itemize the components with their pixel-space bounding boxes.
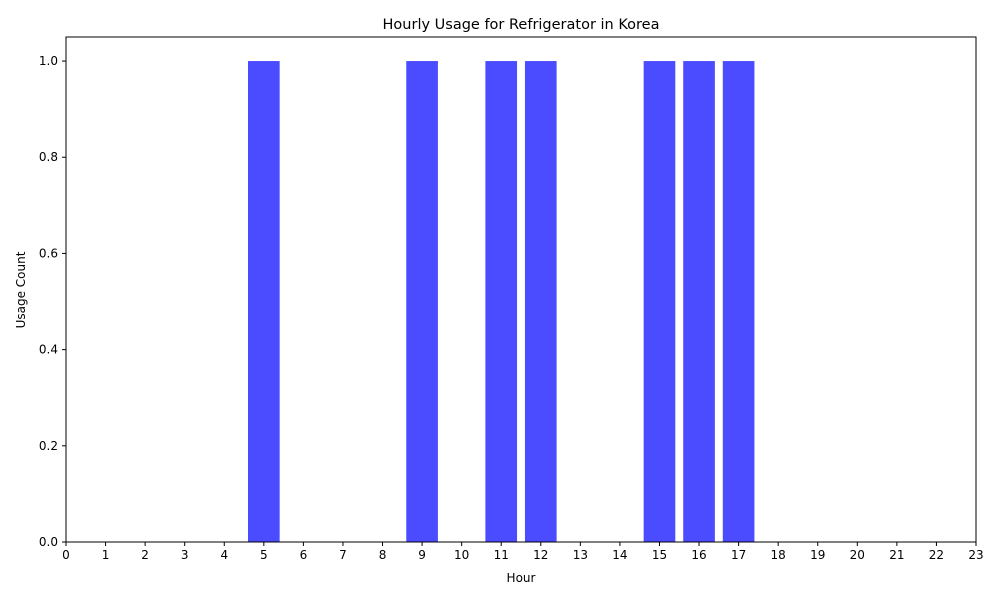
bar-hour-17 bbox=[722, 61, 755, 543]
y-tick-label: 0.4 bbox=[39, 343, 58, 357]
bar-hour-5 bbox=[248, 61, 280, 543]
x-tick-label: 0 bbox=[62, 548, 70, 562]
x-tick-label: 18 bbox=[771, 548, 786, 562]
y-tick-label: 0.2 bbox=[39, 439, 58, 453]
x-tick-label: 13 bbox=[573, 548, 588, 562]
x-tick-label: 21 bbox=[889, 548, 904, 562]
bar-hour-12 bbox=[524, 61, 557, 543]
x-axis-label: Hour bbox=[507, 571, 536, 585]
x-tick-label: 9 bbox=[418, 548, 426, 562]
bar-hour-9 bbox=[406, 61, 438, 543]
chart-title: Hourly Usage for Refrigerator in Korea bbox=[383, 17, 660, 33]
x-tick-label: 4 bbox=[220, 548, 228, 562]
y-tick-label: 0.8 bbox=[39, 150, 58, 164]
y-tick-label: 0.6 bbox=[39, 246, 58, 260]
y-tick-label: 0.0 bbox=[39, 535, 58, 549]
bars-group bbox=[248, 61, 755, 543]
x-tick-label: 7 bbox=[339, 548, 347, 562]
x-tick-label: 17 bbox=[731, 548, 746, 562]
x-tick-label: 16 bbox=[691, 548, 706, 562]
x-tick-label: 23 bbox=[968, 548, 983, 562]
x-tick-label: 11 bbox=[494, 548, 509, 562]
bar-hour-15 bbox=[643, 61, 676, 543]
x-tick-label: 5 bbox=[260, 548, 268, 562]
bar-hour-11 bbox=[485, 61, 518, 543]
y-tick-label: 1.0 bbox=[39, 54, 58, 68]
x-tick-label: 2 bbox=[141, 548, 149, 562]
x-tick-label: 8 bbox=[379, 548, 387, 562]
x-axis-ticks: 0 1 2 3 4 5 6 7 8 9 10 11 12 13 14 15 16 17 18 19 20 21 22 23 bbox=[62, 542, 984, 562]
bar-hour-16 bbox=[683, 61, 715, 543]
x-tick-label: 22 bbox=[929, 548, 944, 562]
x-tick-label: 14 bbox=[612, 548, 627, 562]
x-tick-label: 6 bbox=[300, 548, 308, 562]
y-axis-ticks: 0.0 0.2 0.4 0.6 0.8 1.0 bbox=[39, 54, 66, 549]
y-axis-label: Usage Count bbox=[14, 251, 28, 328]
x-tick-label: 1 bbox=[102, 548, 110, 562]
plot-frame bbox=[65, 36, 977, 543]
x-tick-label: 15 bbox=[652, 548, 667, 562]
x-tick-label: 12 bbox=[533, 548, 548, 562]
x-tick-label: 10 bbox=[454, 548, 469, 562]
x-tick-label: 19 bbox=[810, 548, 825, 562]
x-tick-label: 20 bbox=[850, 548, 865, 562]
x-tick-label: 3 bbox=[181, 548, 189, 562]
